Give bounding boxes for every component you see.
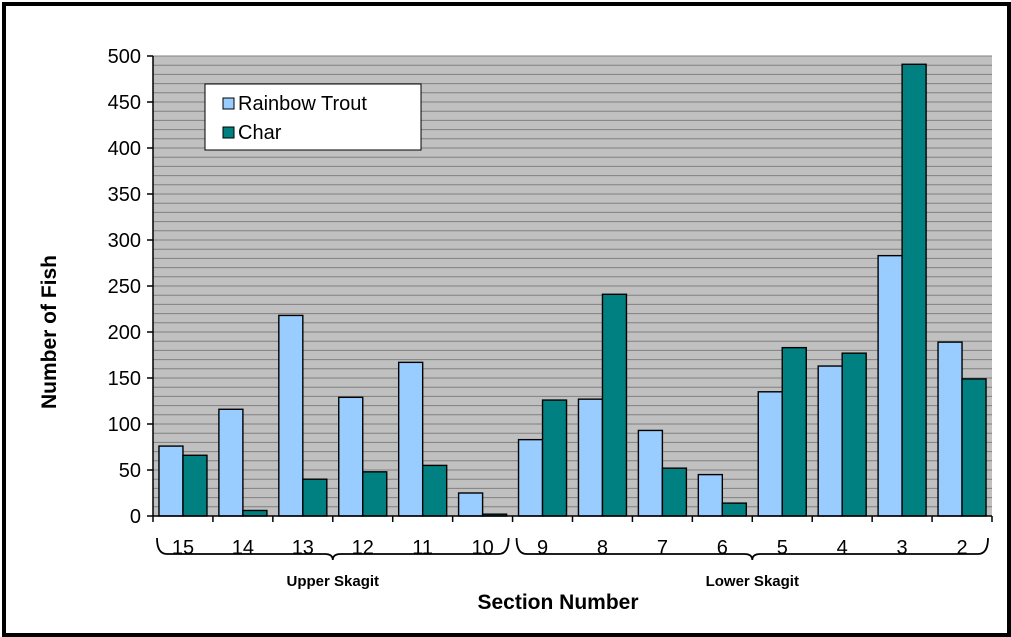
bar-rainbow-trout-section-4 xyxy=(817,365,843,517)
bar-char-section-11 xyxy=(421,464,448,517)
bar-char-section-4 xyxy=(841,352,867,517)
legend-label-rainbow-trout: Rainbow Trout xyxy=(238,93,367,115)
y-tick-label: 50 xyxy=(119,460,141,482)
chart-svg: 0 50 100 150 200 250 300 350 400 450 500 15 14 13 12 11… xyxy=(38,46,993,614)
bar-rainbow-trout-section-13 xyxy=(278,314,304,517)
y-tick-label: 100 xyxy=(108,414,141,436)
x-tick-label: 14 xyxy=(232,537,254,559)
y-tick-label: 450 xyxy=(108,92,141,114)
bar-rainbow-trout-section-11 xyxy=(397,361,424,517)
y-tick-label: 500 xyxy=(108,46,141,68)
bar-char-section-12 xyxy=(362,471,388,517)
bar-char-section-8 xyxy=(601,293,628,517)
bar-char-section-13 xyxy=(302,478,328,517)
bar-rainbow-trout-section-7 xyxy=(637,429,664,517)
y-tick-label: 0 xyxy=(130,506,141,528)
x-tick-label: 5 xyxy=(777,537,788,559)
bar-rainbow-trout-section-15 xyxy=(158,445,184,517)
bar-char-section-5 xyxy=(781,346,807,517)
x-tick-label: 12 xyxy=(352,537,374,559)
legend-box xyxy=(204,83,422,151)
x-tick-label: 13 xyxy=(292,537,314,559)
bar-rainbow-trout-section-9 xyxy=(517,438,544,517)
legend-swatch-rainbow-trout xyxy=(222,97,235,110)
bar-char-section-2 xyxy=(961,378,987,517)
bar-rainbow-trout-section-8 xyxy=(577,398,604,517)
x-tick-label: 7 xyxy=(657,537,668,559)
y-tick-label: 200 xyxy=(108,322,141,344)
bar-rainbow-trout-section-6 xyxy=(697,473,724,517)
x-tick-label: 3 xyxy=(897,537,908,559)
x-tick-label: 11 xyxy=(412,537,433,559)
bar-rainbow-trout-section-14 xyxy=(218,408,244,517)
bar-char-section-6 xyxy=(721,502,748,517)
y-tick-label: 400 xyxy=(108,138,141,160)
group-label-upper-skagit: Upper Skagit xyxy=(287,573,380,590)
y-tick-label: 350 xyxy=(108,184,141,206)
group-brace-upper-skagit xyxy=(156,537,510,561)
legend: Rainbow Trout Char xyxy=(204,83,422,151)
group-label-lower-skagit: Lower Skagit xyxy=(706,573,799,590)
x-tick-label: 9 xyxy=(537,537,548,559)
x-tick-label: 15 xyxy=(172,537,194,559)
bar-rainbow-trout-section-12 xyxy=(338,396,364,517)
legend-label-char: Char xyxy=(238,122,282,144)
bar-char-section-3 xyxy=(901,63,927,517)
y-tick-label: 300 xyxy=(108,230,141,252)
group-brace-lower-skagit xyxy=(515,537,989,561)
y-axis-title: Number of Fish xyxy=(38,255,61,409)
x-tick-label: 6 xyxy=(717,537,728,559)
bar-char-section-14 xyxy=(242,509,268,517)
x-tick-label: 10 xyxy=(471,537,493,559)
bar-char-section-15 xyxy=(182,454,208,517)
bar-char-section-7 xyxy=(661,467,688,517)
bar-rainbow-trout-section-10 xyxy=(457,492,484,517)
y-tick-label: 150 xyxy=(108,368,141,390)
x-tick-label: 4 xyxy=(837,537,848,559)
x-axis-title: Section Number xyxy=(477,591,638,614)
legend-swatch-char xyxy=(222,126,235,139)
x-tick-label: 8 xyxy=(597,537,608,559)
x-tick-label: 2 xyxy=(956,537,967,559)
bar-rainbow-trout-section-5 xyxy=(757,391,783,517)
bar-rainbow-trout-section-2 xyxy=(937,341,963,517)
bar-rainbow-trout-section-3 xyxy=(877,254,903,517)
y-tick-label: 250 xyxy=(108,276,141,298)
bar-char-section-9 xyxy=(541,399,568,517)
